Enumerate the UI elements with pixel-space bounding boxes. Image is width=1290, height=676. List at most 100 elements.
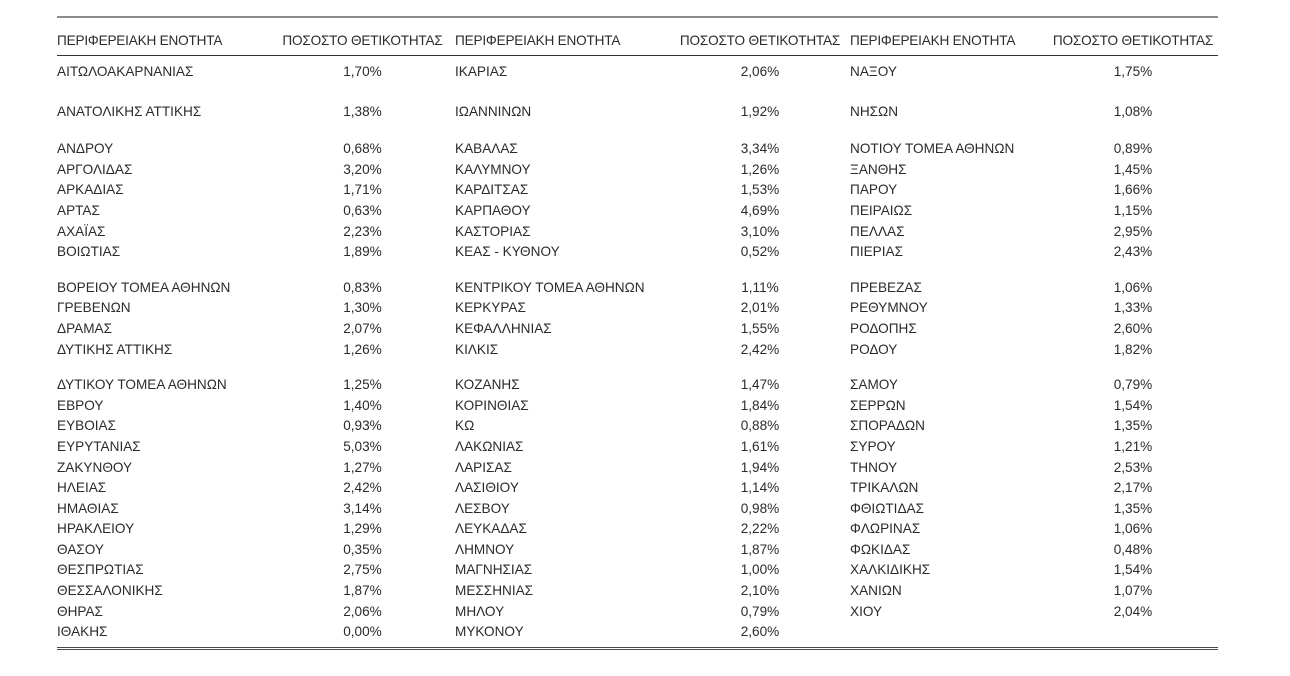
region-cell: ΝΟΤΙΟΥ ΤΟΜΕΑ ΑΘΗΝΩΝ: [850, 141, 1015, 157]
region-cell: ΑΡΚΑΔΙΑΣ: [57, 182, 124, 198]
table-row: ΔΡΑΜΑΣ 2,07% ΚΕΦΑΛΛΗΝΙΑΣ 1,55% ΡΟΔΟΠΗΣ 2,60%: [57, 319, 1218, 340]
percentage-cell: 2,42%: [740, 341, 780, 357]
percentage-cell: 3,14%: [343, 500, 382, 516]
table-row: ΑΡΚΑΔΙΑΣ 1,71% ΚΑΡΔΙΤΣΑΣ 1,53% ΠΑΡΟΥ 1,66%: [57, 180, 1218, 201]
percentage-cell: 1,26%: [740, 161, 780, 177]
percentage-cell: 2,07%: [343, 320, 382, 336]
region-cell: ΛΑΣΙΘΙΟΥ: [455, 480, 519, 496]
percentage-cell: 0,63%: [343, 202, 382, 218]
percentage-cell: [1048, 622, 1218, 643]
percentage-cell: 1,54%: [1113, 562, 1153, 578]
table-row: ΗΛΕΙΑΣ 2,42% ΛΑΣΙΘΙΟΥ 1,14% ΤΡΙΚΑΛΩΝ 2,17%: [57, 478, 1218, 499]
region-cell: ΝΗΣΩΝ: [850, 103, 899, 119]
region-cell: ΡΟΔΟΥ: [850, 341, 898, 357]
region-cell: ΗΜΑΘΙΑΣ: [57, 500, 119, 516]
region-cell: ΕΥΒΟΙΑΣ: [57, 418, 117, 434]
region-cell: ΙΚΑΡΙΑΣ: [455, 64, 508, 79]
percentage-cell: 1,53%: [740, 182, 780, 198]
region-cell: ΘΑΣΟΥ: [57, 541, 105, 557]
percentage-cell: 2,23%: [343, 223, 382, 239]
percentage-cell: 0,93%: [343, 418, 382, 434]
percentage-cell: 1,35%: [1113, 418, 1153, 434]
region-cell: ΣΥΡΟΥ: [850, 438, 896, 454]
region-cell: [845, 622, 1048, 643]
percentage-cell: 2,10%: [740, 583, 780, 599]
percentage-cell: 1,08%: [1113, 103, 1153, 119]
region-cell: ΓΡΕΒΕΝΩΝ: [57, 300, 131, 316]
region-cell: ΚΕΑΣ - ΚΥΘΝΟΥ: [455, 244, 560, 260]
table-row: ΘΗΡΑΣ 2,06% ΜΗΛΟΥ 0,79% ΧΙΟΥ 2,04%: [57, 602, 1218, 623]
percentage-cell: 1,87%: [740, 541, 780, 557]
region-cell: ΚΩ: [455, 418, 475, 434]
column-header-percentage: ΠΟΣΟΣΤΟ ΘΕΤΙΚΟΤΗΤΑΣ: [282, 33, 443, 48]
table-row: ΗΜΑΘΙΑΣ 3,14% ΛΕΣΒΟΥ 0,98% ΦΘΙΩΤΙΔΑΣ 1,35%: [57, 499, 1218, 520]
region-cell: ΚΑΣΤΟΡΙΑΣ: [455, 223, 531, 239]
percentage-cell: 1,30%: [343, 300, 382, 316]
region-cell: ΑΧΑΪΑΣ: [57, 223, 106, 239]
percentage-cell: 0,35%: [343, 541, 382, 557]
percentage-cell: 1,92%: [740, 103, 780, 119]
percentage-cell: 4,69%: [740, 202, 780, 218]
table-row: ΕΥΒΟΙΑΣ 0,93% ΚΩ 0,88% ΣΠΟΡΑΔΩΝ 1,35%: [57, 416, 1218, 437]
table-row: ΑΡΤΑΣ 0,63% ΚΑΡΠΑΘΟΥ 4,69% ΠΕΙΡΑΙΩΣ 1,15%: [57, 201, 1218, 222]
percentage-cell: 1,26%: [343, 341, 382, 357]
region-cell: ΙΩΑΝΝΙΝΩΝ: [455, 103, 532, 119]
region-cell: ΚΑΡΔΙΤΣΑΣ: [455, 182, 529, 198]
percentage-cell: 1,84%: [740, 397, 780, 413]
region-cell: ΙΘΑΚΗΣ: [57, 624, 108, 640]
table-row: ΕΥΡΥΤΑΝΙΑΣ 5,03% ΛΑΚΩΝΙΑΣ 1,61% ΣΥΡΟΥ 1,21%: [57, 437, 1218, 458]
percentage-cell: 2,95%: [1113, 223, 1153, 239]
positivity-table: ΠΕΡΙΦΕΡΕΙΑΚΗ ΕΝΟΤΗΤΑ ΠΟΣΟΣΤΟ ΘΕΤΙΚΟΤΗΤΑΣ Π…: [57, 16, 1218, 650]
percentage-cell: 3,34%: [740, 141, 780, 157]
region-cell: ΔΡΑΜΑΣ: [57, 320, 112, 336]
region-cell: ΠΑΡΟΥ: [850, 182, 898, 198]
region-cell: ΧΙΟΥ: [850, 603, 883, 619]
region-cell: ΜΗΛΟΥ: [455, 603, 505, 619]
percentage-cell: 2,42%: [343, 480, 382, 496]
region-cell: ΑΡΤΑΣ: [57, 202, 100, 218]
region-cell: ΛΗΜΝΟΥ: [455, 541, 515, 557]
region-cell: ΜΑΓΝΗΣΙΑΣ: [455, 562, 533, 578]
column-header-region: ΠΕΡΙΦΕΡΕΙΑΚΗ ΕΝΟΤΗΤΑ: [850, 33, 1016, 48]
percentage-cell: 1,29%: [343, 521, 382, 537]
percentage-cell: 0,89%: [1113, 141, 1153, 157]
region-cell: ΛΕΣΒΟΥ: [455, 500, 510, 516]
region-cell: ΧΑΝΙΩΝ: [850, 583, 902, 599]
percentage-cell: 1,06%: [1113, 279, 1153, 295]
table-header-row: ΠΕΡΙΦΕΡΕΙΑΚΗ ΕΝΟΤΗΤΑ ΠΟΣΟΣΤΟ ΘΕΤΙΚΟΤΗΤΑΣ Π…: [57, 18, 1218, 56]
region-cell: ΚΕΡΚΥΡΑΣ: [455, 300, 526, 316]
percentage-cell: 1,33%: [1113, 300, 1153, 316]
region-cell: ΒΟΡΕΙΟΥ ΤΟΜΕΑ ΑΘΗΝΩΝ: [57, 279, 231, 295]
percentage-cell: 1,82%: [1113, 341, 1153, 357]
percentage-cell: 0,52%: [740, 244, 780, 260]
table-row: ΒΟΙΩΤΙΑΣ 1,89% ΚΕΑΣ - ΚΥΘΝΟΥ 0,52% ΠΙΕΡΙΑΣ 2,…: [57, 242, 1218, 263]
percentage-cell: 1,00%: [740, 562, 780, 578]
table-row: ΑΙΤΩΛΟΑΚΑΡΝΑΝΙΑΣ 1,70% ΙΚΑΡΙΑΣ 2,06% ΝΑΞΟΥ 1,…: [57, 62, 1218, 83]
region-cell: ΣΠΟΡΑΔΩΝ: [850, 418, 925, 434]
percentage-cell: 1,21%: [1113, 438, 1153, 454]
region-cell: ΖΑΚΥΝΘΟΥ: [57, 459, 133, 475]
percentage-cell: 2,75%: [343, 562, 382, 578]
table-row: ΑΝΑΤΟΛΙΚΗΣ ΑΤΤΙΚΗΣ 1,38% ΙΩΑΝΝΙΝΩΝ 1,92% ΝΗΣ…: [57, 102, 1218, 123]
region-cell: ΘΕΣΠΡΩΤΙΑΣ: [57, 562, 144, 578]
region-cell: ΔΥΤΙΚΗΣ ΑΤΤΙΚΗΣ: [57, 341, 173, 357]
region-cell: ΑΝΔΡΟΥ: [57, 141, 114, 157]
percentage-cell: 1,27%: [343, 459, 382, 475]
percentage-cell: 0,00%: [343, 624, 382, 640]
region-cell: ΜΥΚΟΝΟΥ: [455, 624, 524, 640]
percentage-cell: 2,17%: [1113, 480, 1153, 496]
percentage-cell: 1,35%: [1113, 500, 1153, 516]
table-row: ΘΑΣΟΥ 0,35% ΛΗΜΝΟΥ 1,87% ΦΩΚΙΔΑΣ 0,48%: [57, 540, 1218, 561]
percentage-cell: 2,06%: [343, 603, 382, 619]
percentage-cell: 1,07%: [1113, 583, 1153, 599]
percentage-cell: 1,06%: [1113, 521, 1153, 537]
percentage-cell: 3,10%: [740, 223, 780, 239]
region-cell: ΘΗΡΑΣ: [57, 603, 103, 619]
region-cell: ΝΑΞΟΥ: [850, 64, 897, 79]
region-cell: ΧΑΛΚΙΔΙΚΗΣ: [850, 562, 931, 578]
region-cell: ΞΑΝΘΗΣ: [850, 161, 907, 177]
region-cell: ΗΛΕΙΑΣ: [57, 480, 107, 496]
table-row: ΓΡΕΒΕΝΩΝ 1,30% ΚΕΡΚΥΡΑΣ 2,01% ΡΕΘΥΜΝΟΥ 1,33%: [57, 298, 1218, 319]
region-cell: ΠΡΕΒΕΖΑΣ: [850, 279, 922, 295]
table-body: ΑΙΤΩΛΟΑΚΑΡΝΑΝΙΑΣ 1,70% ΙΚΑΡΙΑΣ 2,06% ΝΑΞΟΥ 1,…: [57, 56, 1218, 643]
